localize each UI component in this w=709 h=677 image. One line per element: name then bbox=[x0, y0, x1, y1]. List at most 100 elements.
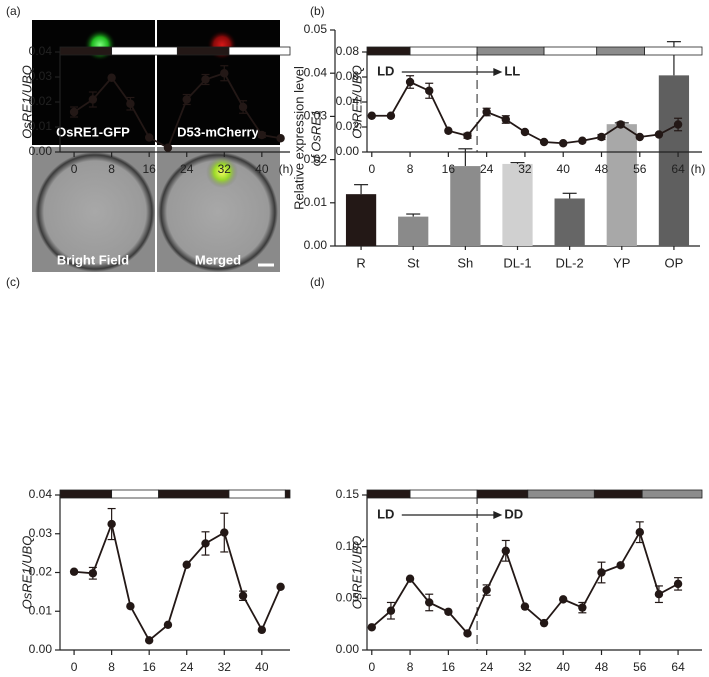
bar bbox=[450, 166, 481, 246]
x-tick-label: 40 bbox=[255, 162, 269, 176]
data-point bbox=[88, 569, 98, 578]
light-period bbox=[366, 46, 411, 56]
x-tick-label: YP bbox=[613, 255, 630, 270]
y-tick-label: 0.06 bbox=[336, 69, 360, 83]
data-point bbox=[597, 132, 606, 142]
data-point bbox=[501, 546, 510, 555]
light-period bbox=[366, 489, 411, 499]
y-tick-label: 0.02 bbox=[304, 152, 328, 166]
bar bbox=[502, 163, 533, 246]
data-point bbox=[257, 625, 267, 635]
x-tick-label: R bbox=[356, 255, 365, 270]
x-tick-label: 0 bbox=[368, 162, 375, 176]
light-period bbox=[111, 46, 178, 56]
bar bbox=[658, 75, 690, 246]
cell bbox=[35, 152, 155, 272]
x-tick-label: 0 bbox=[71, 162, 78, 176]
y-tick-label: 0.02 bbox=[29, 565, 53, 579]
mcherry-signal bbox=[207, 30, 237, 60]
data-point bbox=[163, 143, 173, 152]
light-period bbox=[476, 46, 545, 56]
y-tick-label: 0.04 bbox=[304, 65, 328, 79]
x-tick-label: 56 bbox=[633, 660, 647, 674]
data-point bbox=[367, 111, 376, 120]
merged-signal bbox=[206, 156, 238, 188]
image-label: D53-mCherry bbox=[177, 124, 259, 139]
data-point bbox=[463, 629, 472, 638]
data-point bbox=[559, 595, 568, 604]
x-tick-label: 8 bbox=[108, 162, 115, 176]
x-tick-label: 64 bbox=[671, 660, 685, 674]
data-point bbox=[463, 131, 472, 140]
x-tick-label: 0 bbox=[71, 660, 78, 674]
light-period bbox=[409, 46, 478, 56]
light-period bbox=[176, 46, 230, 56]
x-tick-label: 8 bbox=[407, 660, 414, 674]
x-tick-label: 16 bbox=[442, 660, 456, 674]
data-point bbox=[520, 602, 530, 611]
data-point bbox=[69, 107, 79, 117]
y-tick-label: 0.03 bbox=[29, 69, 53, 83]
data-point bbox=[405, 574, 415, 583]
data-point bbox=[238, 102, 248, 112]
data-point bbox=[107, 519, 116, 529]
micrographs bbox=[32, 20, 280, 272]
x-tick-label: 40 bbox=[557, 660, 571, 674]
x-axis-label: (h) bbox=[691, 162, 706, 176]
image-label: Merged bbox=[195, 252, 241, 267]
data-point bbox=[444, 126, 453, 135]
data-point bbox=[520, 127, 530, 137]
x-axis-label: (h) bbox=[279, 162, 294, 176]
series-line bbox=[371, 529, 679, 636]
x-tick-label: DL-1 bbox=[503, 255, 531, 270]
data-point bbox=[578, 603, 587, 612]
data-point bbox=[425, 86, 434, 95]
y-axis-label: OsRE1/UBQ bbox=[349, 65, 364, 139]
y-axis-label: Relative expression level bbox=[291, 66, 306, 210]
data-point bbox=[482, 107, 491, 117]
panel-label: (c) bbox=[6, 275, 20, 289]
data-point bbox=[201, 539, 210, 548]
light-period bbox=[284, 489, 291, 499]
data-point bbox=[201, 75, 210, 84]
x-tick-label: 0 bbox=[368, 660, 375, 674]
data-point bbox=[126, 99, 135, 108]
x-tick-label: 40 bbox=[557, 162, 571, 176]
data-point bbox=[163, 620, 173, 630]
y-axis-label: OsRE1/UBQ bbox=[349, 536, 364, 610]
light-period bbox=[59, 46, 113, 56]
bar bbox=[554, 198, 585, 246]
arrow-head bbox=[493, 68, 503, 76]
light-period bbox=[527, 489, 595, 499]
y-tick-label: 0.03 bbox=[304, 109, 328, 123]
light-period bbox=[228, 489, 286, 499]
light-period bbox=[476, 489, 529, 499]
y-tick-label: 0.10 bbox=[336, 539, 360, 553]
y-tick-label: 0.00 bbox=[29, 144, 53, 158]
panel-label: (d) bbox=[310, 275, 325, 289]
data-point bbox=[144, 133, 154, 142]
data-point bbox=[539, 137, 549, 147]
x-tick-label: 40 bbox=[255, 660, 269, 674]
data-point bbox=[386, 606, 396, 615]
data-point bbox=[220, 69, 229, 78]
data-point bbox=[257, 130, 267, 140]
light-period bbox=[158, 489, 230, 499]
x-tick-label: 24 bbox=[480, 660, 494, 674]
x-tick-label: 24 bbox=[180, 162, 194, 176]
x-tick-label: 56 bbox=[633, 162, 647, 176]
y-tick-label: 0.01 bbox=[29, 603, 53, 617]
y-tick-label: 0.01 bbox=[304, 195, 328, 209]
bar bbox=[606, 124, 637, 246]
y-tick-label: 0.05 bbox=[336, 591, 360, 605]
y-tick-label: 0.00 bbox=[336, 144, 360, 158]
y-tick-label: 0.02 bbox=[336, 119, 360, 133]
data-point bbox=[276, 582, 285, 592]
light-period bbox=[228, 46, 291, 56]
data-point bbox=[654, 130, 664, 139]
x-tick-label: 16 bbox=[143, 660, 157, 674]
x-tick-label: 32 bbox=[218, 660, 232, 674]
light-period bbox=[59, 489, 113, 499]
data-point bbox=[635, 528, 644, 537]
series-line bbox=[73, 72, 281, 150]
